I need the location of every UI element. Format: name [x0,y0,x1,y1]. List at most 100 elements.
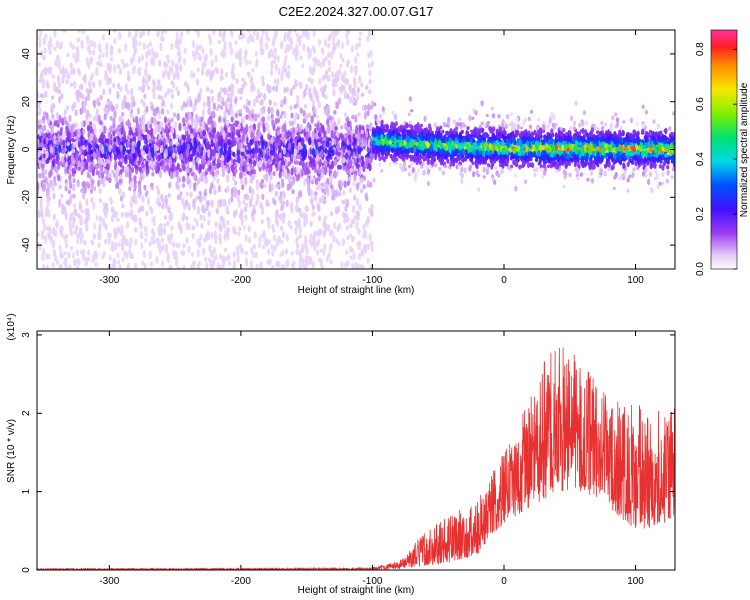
spectrogram-cell [243,194,247,200]
spectrogram-cell [152,91,156,100]
spectrogram-cell [348,138,352,145]
spectrogram-cell [68,168,72,175]
spectrogram-cell [138,41,142,46]
spectrogram-cell [257,122,261,131]
spectrogram-cell [251,68,255,73]
spectrogram-cell [282,212,286,219]
spectrogram-cell [211,171,215,177]
spectrogram-cell [123,94,127,100]
spectrogram-cell [603,170,607,177]
spectrogram-cell [74,109,78,117]
spectrogram-cell [296,95,300,104]
spectrogram-cell [178,122,182,132]
spectrogram-cell [190,128,194,134]
spectrogram-cell [159,153,163,160]
spectrogram-cell [323,130,327,139]
spectrogram-cell [360,248,364,257]
spectrogram-cell [287,156,291,161]
spectrogram-cell [277,68,281,76]
spectrogram-cell [327,104,331,111]
spectrogram-cell [112,82,116,89]
spectrogram-cell [58,96,62,104]
spectrogram-cell [229,97,233,104]
spectrogram-cell [59,263,63,269]
spectrogram-cell [369,152,373,158]
spectrogram-cell [164,198,168,205]
spectrogram-cell [309,189,314,197]
spectrogram-cell [358,203,362,212]
spectrogram-cell [315,91,319,99]
spectrogram-cell [267,115,271,122]
spectrogram-cell [126,153,130,160]
spectrogram-cell [66,141,70,147]
spectrogram-cell [192,50,196,58]
spectrogram-cell [87,173,91,179]
spectrogram-cell [80,209,84,214]
spectrogram-cell [243,225,247,231]
spectrogram-cell [75,265,80,269]
spectrogram-cell [355,182,360,191]
spectrogram-cell [472,108,476,114]
spectrogram-cell [217,39,221,45]
spectrogram-cell [284,133,288,139]
spectrogram-cell [191,117,195,123]
spectrogram-cell [280,239,284,245]
spectrogram-cell [163,116,167,124]
spectrogram-cell [83,73,87,81]
spectrogram-cell [79,145,83,153]
spectrogram-cell [343,90,348,100]
spectrogram-cell [179,153,183,160]
spectrogram-cell [364,244,368,252]
spectrogram-cell [232,186,236,194]
spectrogram-cell [359,188,363,194]
spectrogram-cell [254,251,258,259]
spectrogram-cell [117,82,121,90]
spectrogram-cell [71,103,75,112]
spectrogram-cell [154,138,158,143]
spectrogram-cell [185,117,189,124]
spectrogram-cell [255,183,259,191]
spectrogram-cell [318,77,322,85]
spectrogram-cell [38,125,42,131]
spectrogram-cell [353,194,357,201]
spectrogram-cell [167,233,171,242]
spectrogram-cell [53,175,57,184]
spectrogram-cell [310,115,314,124]
spectrogram-cell [91,258,95,264]
spectrogram-cell [187,203,191,211]
spectrogram-cell [272,197,276,204]
spectrogram-cell [114,241,118,251]
spectrogram-cell [102,182,106,188]
spectrogram-cell [216,178,220,184]
spectrogram-cell [240,178,244,185]
spectrogram-cell [52,213,56,221]
spectrogram-cell [109,115,113,121]
spectrogram-cell [196,156,200,164]
spectrogram-cell [118,161,122,167]
spectrogram-cell [207,257,211,263]
spectrogram-cell [42,264,46,269]
spectrogram-cell [100,171,104,179]
spectrogram-cell [73,203,77,209]
spectrogram-cell [270,68,274,76]
spectrogram-cell [134,30,138,35]
spectrogram-cell [289,87,293,97]
spectrogram-cell [300,247,304,254]
spectrogram-cell [290,112,294,119]
spectrogram-cell [247,142,251,152]
spectrogram-cell [85,221,89,230]
spectrogram-cell [160,237,164,244]
spectrogram-cell [255,200,259,206]
spectrogram-cell [122,62,126,69]
spectrogram-cell [106,232,111,238]
spectrogram-cell [370,247,374,253]
spectrogram-cell [113,38,117,45]
spectrogram-cell [309,92,313,102]
spectrogram-cell [205,232,209,241]
spectrogram-cell [279,191,283,197]
spectrogram-cell [230,164,234,172]
spectrogram-cell [143,184,147,191]
spectrogram-cell [304,235,308,243]
spectrogram-cell [211,69,215,75]
spectrogram-cell [38,211,42,218]
